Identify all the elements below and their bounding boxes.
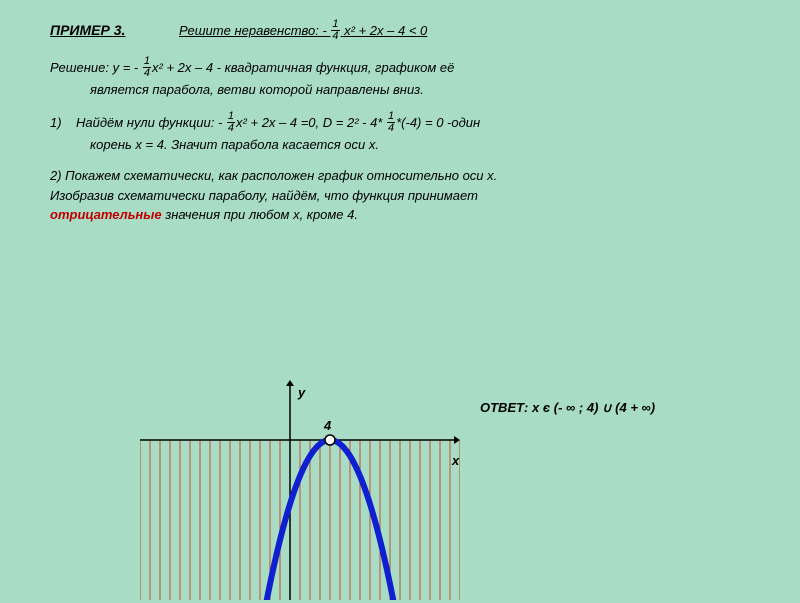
solution-line-2: 1) Найдём нули функции: - 14х² + 2х – 4 …: [50, 112, 765, 155]
fraction-icon: 14: [387, 111, 395, 134]
answer-text: ОТВЕТ: х є (- ∞ ; 4) ∪ (4 + ∞): [480, 400, 655, 416]
l3c-neg: отрицательные: [50, 207, 162, 222]
l3c-post: значения при любом х, кроме 4.: [162, 207, 358, 222]
l2-mid2: *(-4) = 0 -один: [396, 114, 480, 129]
task-text: Решите неравенство: - 14 х² + 2х – 4 < 0: [179, 23, 427, 38]
graph-area: [140, 380, 460, 603]
l2-num: 1): [50, 114, 62, 129]
fraction-icon: 14: [227, 111, 235, 134]
parabola-graph: [140, 380, 460, 600]
solution-line-1: Решение: у = - 14х² + 2х – 4 - квадратич…: [50, 57, 765, 100]
title-row: ПРИМЕР 3. Решите неравенство: - 14 х² + …: [50, 20, 765, 43]
l2-second: корень х = 4. Значит парабола касается о…: [90, 135, 765, 155]
l2-prefix: Найдём нули функции: -: [76, 114, 226, 129]
l3b: Изобразив схематически параболу, найдём,…: [50, 188, 478, 203]
l3a: 2) Покажем схематически, как расположен …: [50, 168, 497, 183]
solution-line-3: 2) Покажем схематически, как расположен …: [50, 166, 765, 225]
l1-second: является парабола, ветви которой направл…: [90, 80, 765, 100]
l1-prefix: Решение: у = -: [50, 60, 142, 75]
l2-mid1: х² + 2х – 4 =0, D = 2² - 4*: [236, 114, 386, 129]
fraction-icon: 14: [143, 56, 151, 79]
fraction-icon: 14: [331, 19, 339, 42]
l1-mid: х² + 2х – 4 - квадратичная функция, граф…: [152, 60, 454, 75]
task-prefix: Решите неравенство: -: [179, 23, 330, 38]
slide-content: ПРИМЕР 3. Решите неравенство: - 14 х² + …: [0, 0, 800, 247]
example-label: ПРИМЕР 3.: [50, 22, 125, 38]
task-suffix: х² + 2х – 4 < 0: [341, 23, 428, 38]
